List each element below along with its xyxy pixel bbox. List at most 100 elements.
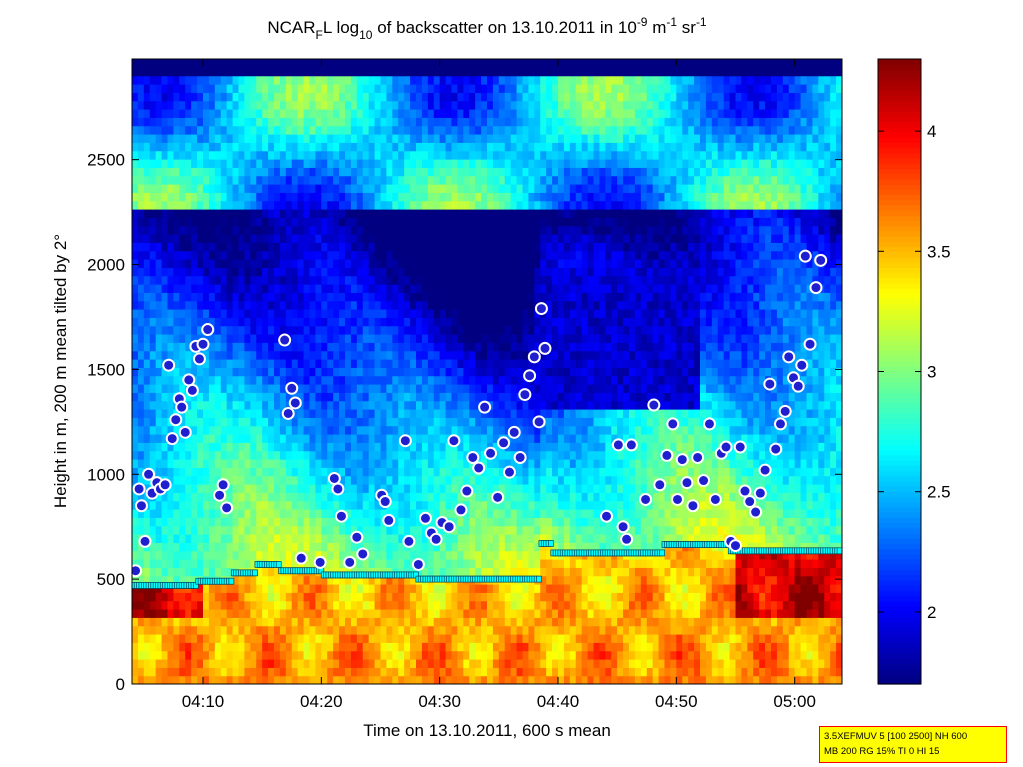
heat-cell xyxy=(404,450,411,460)
heat-cell xyxy=(410,109,417,118)
heat-cell xyxy=(191,475,198,485)
heat-cell xyxy=(356,167,364,177)
heat-cell xyxy=(274,534,281,543)
heat-cell xyxy=(492,425,500,435)
heat-cell xyxy=(451,225,459,235)
heat-cell xyxy=(303,267,311,277)
heat-cell xyxy=(185,100,192,110)
heat-cell xyxy=(179,434,186,443)
heat-cell xyxy=(203,384,210,393)
heat-cell xyxy=(433,600,441,610)
heat-cell xyxy=(410,375,417,385)
heat-cell xyxy=(445,350,453,360)
heat-cell xyxy=(374,359,382,368)
heat-cell xyxy=(374,350,382,360)
heat-cell xyxy=(410,242,417,252)
heat-cell xyxy=(398,375,405,385)
heat-cell xyxy=(232,159,240,168)
heat-cell xyxy=(345,450,352,460)
heat-cell xyxy=(297,450,305,460)
heat-cell xyxy=(445,359,453,368)
heat-cell xyxy=(297,575,305,585)
heat-cell xyxy=(445,425,453,435)
heat-cell xyxy=(481,200,488,210)
heat-cell xyxy=(238,417,246,427)
heat-cell xyxy=(244,92,251,102)
heat-cell xyxy=(315,300,322,310)
heat-cell xyxy=(380,417,388,427)
heat-cell xyxy=(327,259,334,268)
heat-cell xyxy=(339,650,346,660)
heat-cell xyxy=(421,534,429,543)
heat-cell xyxy=(291,625,299,635)
heat-cell xyxy=(173,334,180,343)
heat-cell xyxy=(368,625,376,635)
heat-cell xyxy=(380,334,388,343)
heat-cell xyxy=(244,84,251,93)
heat-cell xyxy=(173,425,180,435)
heat-cell xyxy=(303,592,311,602)
heat-cell xyxy=(463,442,470,452)
heat-cell xyxy=(398,384,405,393)
heat-cell xyxy=(268,517,275,527)
heat-cell xyxy=(451,134,459,143)
heat-cell xyxy=(179,350,186,360)
heat-cell xyxy=(504,209,512,218)
heat-cell xyxy=(439,592,447,602)
heat-cell xyxy=(149,267,157,277)
heat-cell xyxy=(137,125,145,135)
heat-cell xyxy=(333,159,340,168)
heat-cell xyxy=(327,609,334,618)
heat-cell xyxy=(143,92,151,102)
heat-cell xyxy=(433,100,441,110)
heat-cell xyxy=(238,659,246,668)
heat-cell xyxy=(256,434,263,443)
heat-cell xyxy=(416,367,423,377)
heat-cell xyxy=(161,650,169,660)
heat-cell xyxy=(410,492,417,502)
heat-cell xyxy=(244,150,251,160)
heat-cell xyxy=(315,59,322,68)
heat-cell xyxy=(208,484,216,493)
heat-cell xyxy=(481,517,488,527)
heat-cell xyxy=(350,67,358,77)
heat-cell xyxy=(321,250,328,260)
heat-cell xyxy=(274,567,281,577)
heat-cell xyxy=(410,275,417,285)
heat-cell xyxy=(345,409,352,418)
heat-cell xyxy=(232,142,240,152)
heat-cell xyxy=(132,492,139,502)
heat-cell xyxy=(291,134,299,143)
heat-cell xyxy=(214,250,222,260)
heat-cell xyxy=(185,109,192,118)
heat-cell xyxy=(232,617,240,627)
heat-cell xyxy=(333,84,340,93)
heat-cell xyxy=(303,200,311,210)
heat-cell xyxy=(481,159,488,168)
heat-cell xyxy=(303,392,311,402)
heat-cell xyxy=(220,634,228,643)
heat-cell xyxy=(285,267,293,277)
heat-cell xyxy=(179,509,186,518)
heat-cell xyxy=(155,459,163,468)
heat-cell xyxy=(475,109,482,118)
heat-cell xyxy=(197,492,204,502)
heat-cell xyxy=(155,442,163,452)
heat-cell xyxy=(392,400,399,410)
heat-cell xyxy=(220,167,228,177)
heat-cell xyxy=(410,200,417,210)
heat-cell xyxy=(416,109,423,118)
heat-cell xyxy=(262,259,269,268)
heat-cell xyxy=(362,492,370,502)
heat-cell xyxy=(504,600,512,610)
heat-cell xyxy=(185,450,192,460)
heat-cell xyxy=(137,334,145,343)
heat-cell xyxy=(132,67,139,77)
heat-cell xyxy=(392,142,399,152)
heat-cell xyxy=(398,217,405,227)
heat-cell xyxy=(191,184,198,193)
heat-cell xyxy=(445,100,453,110)
heat-cell xyxy=(498,584,506,593)
heat-cell xyxy=(203,642,210,652)
heat-cell xyxy=(203,550,210,560)
